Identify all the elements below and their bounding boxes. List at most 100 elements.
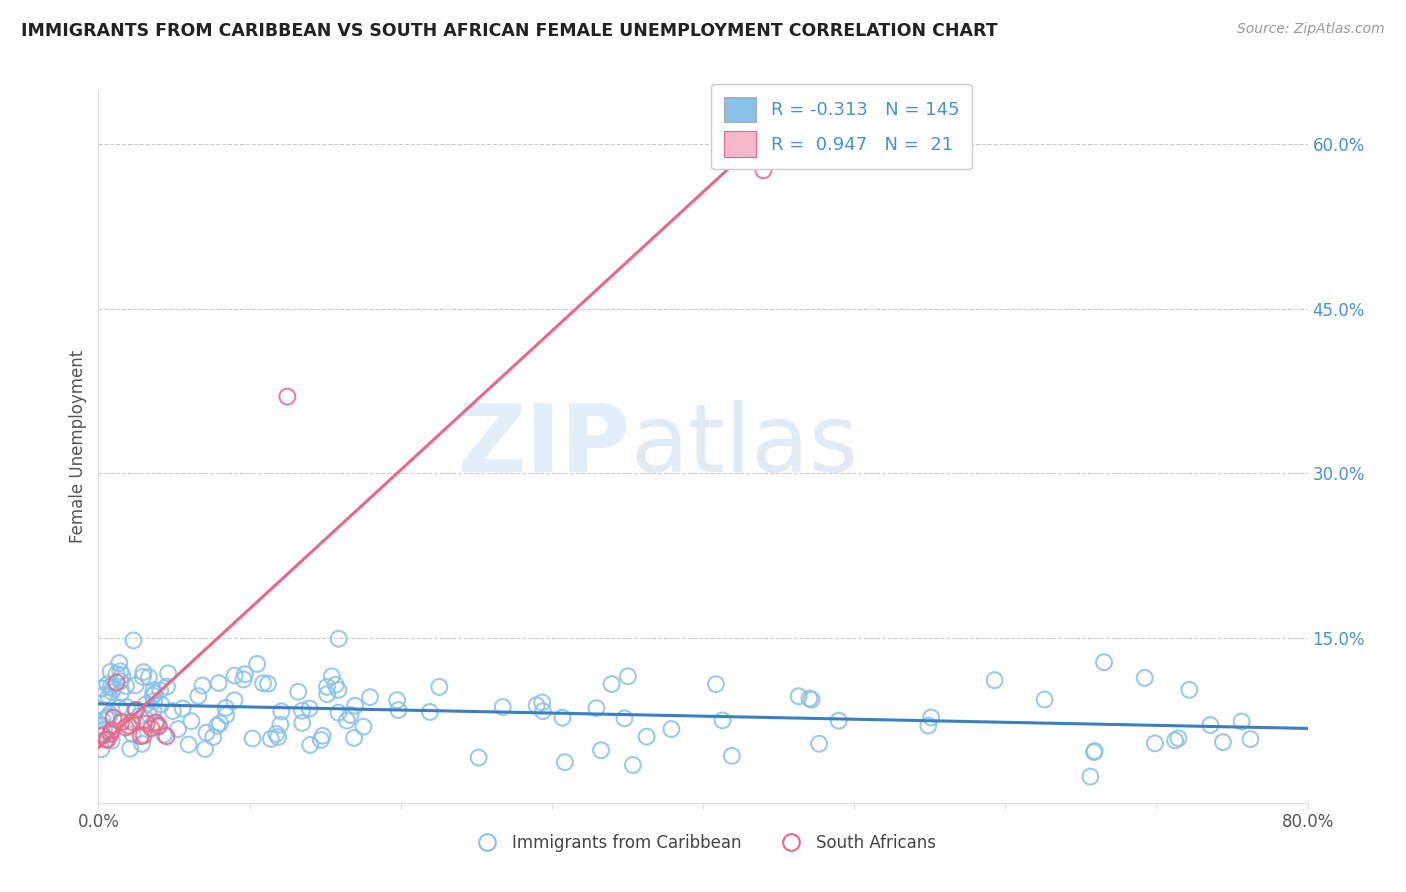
Point: [101, 685, 124, 699]
Point: [115, 679, 138, 693]
Point: [105, 675, 128, 690]
Point: [138, 670, 160, 684]
Point: [636, 730, 658, 744]
Point: [1167, 731, 1189, 746]
Point: [101, 681, 124, 696]
Point: [115, 700, 138, 714]
Point: [100, 665, 122, 679]
Point: [1212, 735, 1234, 749]
Point: [328, 706, 350, 720]
Point: [298, 701, 321, 715]
Point: [157, 666, 180, 681]
Point: [103, 711, 125, 725]
Point: [132, 728, 155, 742]
Point: [1083, 745, 1105, 759]
Point: [1092, 655, 1115, 669]
Point: [269, 717, 291, 731]
Point: [153, 727, 176, 741]
Point: [90, 681, 112, 696]
Point: [135, 716, 157, 731]
Point: [287, 685, 309, 699]
Point: [149, 683, 172, 698]
Point: [100, 724, 122, 739]
Point: [142, 689, 165, 703]
Point: [90, 742, 112, 756]
Point: [98, 707, 121, 722]
Text: IMMIGRANTS FROM CARIBBEAN VS SOUTH AFRICAN FEMALE UNEMPLOYMENT CORRELATION CHART: IMMIGRANTS FROM CARIBBEAN VS SOUTH AFRIC…: [21, 22, 998, 40]
Point: [122, 633, 145, 648]
Point: [90, 681, 112, 696]
Point: [195, 725, 218, 739]
Point: [108, 656, 131, 670]
Point: [172, 701, 194, 715]
Point: [1199, 718, 1222, 732]
Point: [132, 665, 155, 679]
Point: [711, 714, 734, 728]
Point: [124, 678, 146, 692]
Point: [110, 674, 132, 689]
Point: [554, 755, 576, 769]
Point: [325, 678, 347, 692]
Point: [143, 686, 166, 700]
Point: [208, 716, 231, 731]
Point: [93, 688, 115, 702]
Point: [167, 722, 190, 736]
Y-axis label: Female Unemployment: Female Unemployment: [69, 350, 87, 542]
Point: [321, 669, 343, 683]
Point: [124, 703, 146, 717]
Point: [224, 693, 246, 707]
Point: [600, 677, 623, 691]
Point: [339, 708, 361, 723]
Point: [93, 723, 115, 738]
Point: [328, 632, 350, 646]
Point: [150, 698, 173, 712]
Point: [215, 700, 238, 714]
Point: [344, 698, 367, 713]
Point: [316, 687, 339, 701]
Point: [110, 665, 132, 679]
Point: [336, 714, 359, 728]
Point: [309, 733, 332, 747]
Point: [155, 729, 177, 743]
Point: [96, 712, 118, 726]
Point: [1143, 736, 1166, 750]
Point: [828, 714, 851, 728]
Point: [328, 682, 350, 697]
Point: [242, 731, 264, 746]
Point: [110, 686, 132, 700]
Legend: Immigrants from Caribbean, South Africans: Immigrants from Caribbean, South African…: [463, 828, 943, 859]
Point: [617, 669, 640, 683]
Point: [291, 704, 314, 718]
Point: [90, 728, 112, 742]
Point: [121, 727, 143, 741]
Point: [142, 703, 165, 717]
Point: [917, 718, 939, 732]
Point: [191, 679, 214, 693]
Point: [128, 709, 150, 723]
Point: [427, 680, 450, 694]
Point: [531, 696, 554, 710]
Point: [267, 730, 290, 744]
Point: [920, 710, 942, 724]
Point: [276, 390, 298, 404]
Point: [800, 692, 823, 706]
Point: [1164, 733, 1187, 747]
Point: [353, 720, 375, 734]
Point: [135, 697, 157, 711]
Point: [621, 758, 644, 772]
Point: [661, 722, 683, 736]
Point: [91, 713, 114, 727]
Point: [983, 673, 1005, 688]
Point: [101, 723, 124, 738]
Point: [343, 731, 366, 745]
Point: [105, 667, 128, 681]
Point: [752, 163, 775, 178]
Point: [138, 707, 160, 722]
Point: [194, 742, 217, 756]
Point: [1133, 671, 1156, 685]
Point: [1080, 770, 1102, 784]
Point: [467, 750, 489, 764]
Point: [202, 730, 225, 744]
Point: [551, 711, 574, 725]
Point: [1230, 714, 1253, 729]
